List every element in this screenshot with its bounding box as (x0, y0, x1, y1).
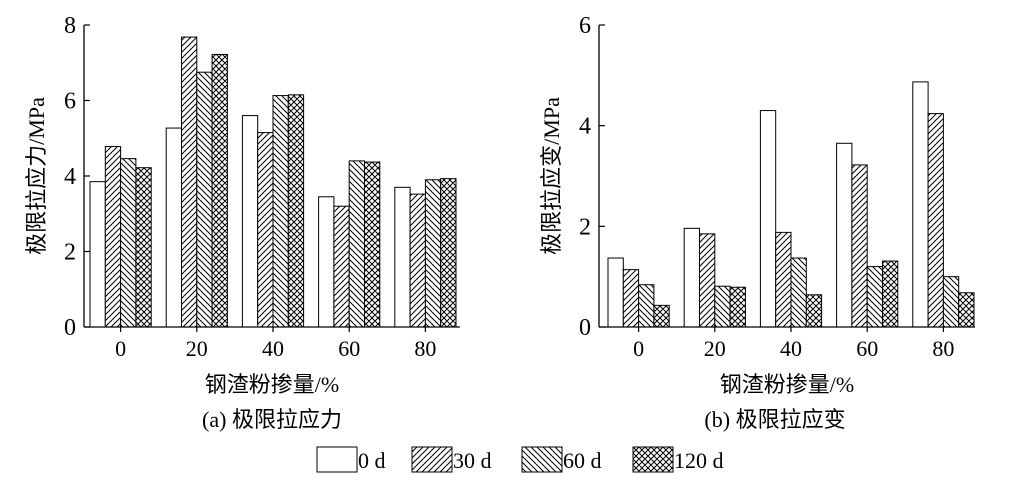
x-tick-label: 80 (414, 336, 436, 361)
y-tick-label: 6 (579, 13, 591, 39)
chart-panel-strain: 0 2 4 6 0 20 40 60 80 极限拉应变/MPa 钢渣粉掺量/% (b) 极限拉… (539, 13, 975, 432)
bar-120d-cat-20 (211, 53, 228, 328)
x-ticks: 0 20 40 60 80 (633, 327, 954, 361)
x-tick-label: 40 (780, 336, 802, 361)
bar-60d-cat-60 (866, 266, 884, 328)
y-tick-label: 8 (64, 13, 76, 39)
bar-60d-cat-20 (714, 285, 731, 328)
bar-60d-cat-0 (638, 284, 655, 328)
bar-60d-cat-40 (272, 95, 289, 328)
bar-0d-cat-40 (759, 110, 777, 328)
bar-120d-cat-40 (287, 94, 305, 328)
bar-30d-cat-20 (699, 233, 716, 328)
bar-30d-cat-0 (104, 146, 122, 328)
x-axis-label: 钢渣粉掺量/% (205, 372, 339, 397)
x-tick-label: 0 (633, 336, 644, 361)
x-ticks: 0 20 40 60 80 (115, 327, 436, 361)
legend-swatch-blank (316, 446, 358, 473)
x-axis-label: 钢渣粉掺量/% (720, 372, 854, 397)
bar-60d-cat-20 (196, 71, 213, 328)
bar-0d-cat-80 (394, 186, 411, 328)
y-axis-label: 极限拉应力/MPa (24, 97, 49, 255)
bar-0d-cat-0 (607, 257, 624, 328)
bar-0d-cat-80 (912, 81, 929, 328)
y-tick-label: 4 (579, 114, 591, 140)
bar-30d-cat-0 (622, 269, 640, 328)
x-tick-label: 80 (932, 336, 954, 361)
x-tick-label: 20 (704, 336, 726, 361)
bars-group (89, 36, 457, 328)
bar-30d-cat-60 (333, 205, 350, 328)
y-tick-label: 6 (64, 89, 76, 115)
bar-30d-cat-20 (181, 36, 198, 328)
bar-0d-cat-20 (165, 127, 182, 328)
legend-swatch-forward-hatch (411, 446, 453, 473)
y-tick-label: 4 (64, 164, 76, 190)
bar-120d-cat-0 (653, 304, 670, 328)
legend-item-120d: 120 d (632, 446, 724, 473)
legend-label: 30 d (453, 448, 492, 473)
bar-60d-cat-80 (424, 179, 442, 328)
bar-30d-cat-60 (851, 164, 868, 328)
legend-label: 60 d (563, 448, 602, 473)
legend-label: 0 d (358, 448, 386, 473)
legend-swatch-backward-hatch (521, 446, 563, 473)
legend-label: 120 d (674, 448, 724, 473)
bar-60d-cat-80 (942, 276, 960, 328)
y-tick-label: 0 (64, 315, 76, 341)
y-tick-label: 2 (579, 214, 591, 240)
x-tick-label: 60 (856, 336, 878, 361)
x-tick-label: 0 (115, 336, 126, 361)
bar-30d-cat-40 (775, 231, 792, 328)
bar-0d-cat-20 (683, 227, 701, 328)
legend-item-30d: 30 d (411, 446, 492, 473)
bar-60d-cat-60 (348, 160, 366, 328)
legend-item-60d: 60 d (521, 446, 602, 473)
x-tick-label: 20 (186, 336, 208, 361)
y-ticks: 0 2 4 6 8 (64, 13, 90, 341)
legend: 0 d 30 d 60 d 120 d (316, 446, 724, 473)
y-tick-label: 0 (579, 315, 591, 341)
y-ticks: 0 2 4 6 (579, 13, 605, 341)
x-tick-label: 60 (338, 336, 360, 361)
bar-120d-cat-60 (364, 161, 381, 328)
bar-30d-cat-40 (257, 132, 274, 328)
bar-120d-cat-20 (729, 286, 746, 328)
legend-swatch-cross-hatch (632, 446, 674, 473)
x-tick-label: 40 (262, 336, 284, 361)
panel-caption: (a) 极限拉应力 (202, 407, 342, 432)
bar-0d-cat-40 (241, 115, 259, 328)
chart-panel-stress: 0 2 4 6 8 0 20 40 60 80 极限拉应力/MPa 钢渣粉掺量/% (a) 极限… (24, 13, 460, 432)
y-axis-label: 极限拉应变/MPa (539, 97, 564, 255)
y-tick-label: 2 (64, 240, 76, 266)
bar-120d-cat-80 (440, 178, 457, 328)
bar-120d-cat-40 (805, 294, 823, 328)
bar-120d-cat-80 (958, 292, 975, 328)
panel-caption: (b) 极限拉应变 (704, 407, 845, 432)
bar-120d-cat-60 (882, 260, 899, 328)
bar-0d-cat-60 (318, 196, 335, 328)
bar-0d-cat-60 (836, 142, 853, 328)
bar-30d-cat-80 (409, 193, 426, 328)
bar-120d-cat-0 (135, 167, 152, 328)
bars-group (607, 81, 975, 328)
bar-60d-cat-40 (790, 257, 807, 328)
bar-0d-cat-0 (89, 181, 106, 328)
bar-60d-cat-0 (120, 158, 137, 328)
legend-item-0d: 0 d (316, 446, 386, 473)
bar-30d-cat-80 (927, 113, 944, 328)
